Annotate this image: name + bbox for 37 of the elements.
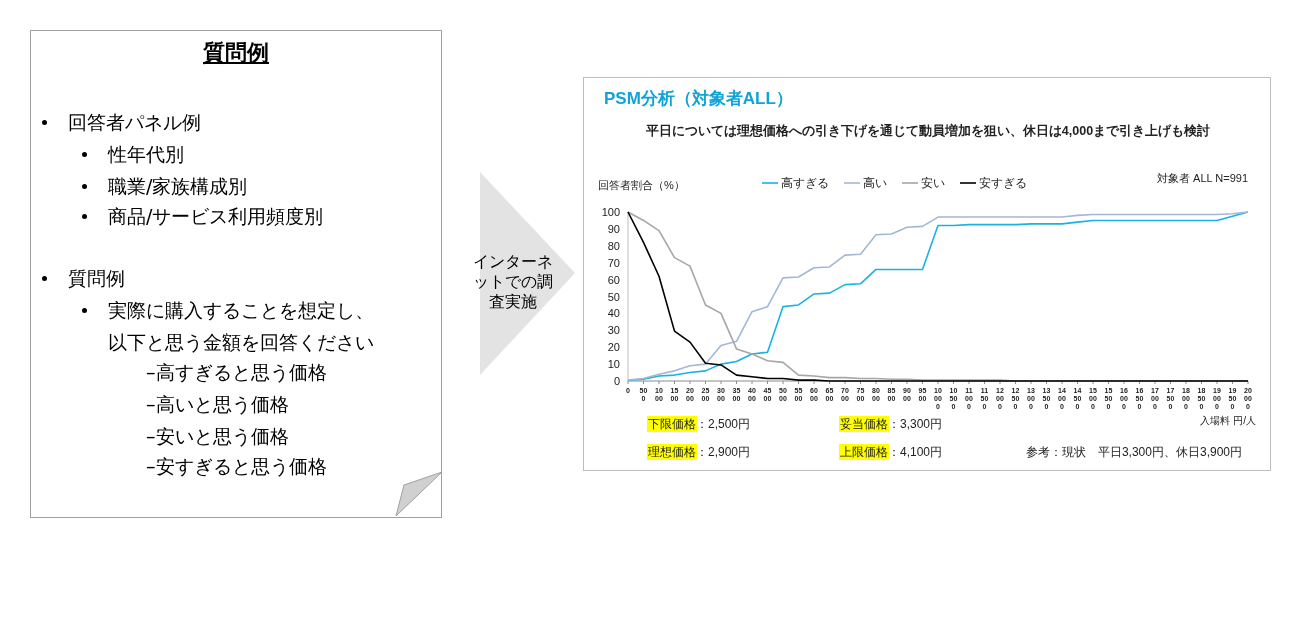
legend-label: 安すぎる [979,176,1027,190]
y-tick-label: 0 [613,375,620,387]
text: 下限価格：2,500円 [648,417,751,431]
y-tick-label: 20 [607,341,620,354]
text: 実際に購入することを想定し、以下と思う金額を回答ください [108,298,375,355]
text: –高すぎると思う価格 [146,360,328,385]
y-axis-title: 回答者割合（%） [598,179,685,191]
text: 上限価格：4,100円 [840,445,943,459]
text: 妥当価格：3,300円 [840,417,943,431]
text: 質問例 [202,39,270,67]
y-tick-label: 100 [601,206,620,218]
text: インターネットでの調査実施 [472,252,554,312]
chart-subtitle: 平日については理想価格への引き下げを通じて動員増加を狙い、休日は4,000まで引き上げも検討 [644,123,1211,138]
chart-title: PSM分析（対象者ALL） [604,89,793,108]
text: 回答者パネル例 [68,110,202,135]
y-tick-label: 10 [607,358,620,371]
text: –安すぎると思う価格 [146,454,328,479]
legend-label: 高い [863,176,887,190]
text: –高いと思う価格 [146,392,290,417]
text: 質問例 [68,266,126,291]
y-tick-label: 60 [607,273,620,286]
text: 参考：現状 平日3,300円、休日3,900円 [1025,445,1242,459]
text: 職業/家族構成別 [108,174,249,199]
text: 性年代別 [108,142,185,167]
y-tick-label: 80 [607,239,620,252]
y-tick-label: 90 [607,222,620,235]
text: 対象者 ALL N=991 [1157,172,1248,184]
text: –安いと思う価格 [146,424,290,449]
legend-label: 高すぎる [781,176,829,190]
legend-label: 安い [921,176,945,190]
text: 商品/サービス利用頻度別 [108,204,325,229]
y-tick-label: 70 [607,256,620,269]
y-tick-label: 40 [607,307,620,320]
y-tick-label: 50 [607,290,620,303]
text: 理想価格：2,900円 [648,445,751,459]
y-tick-label: 30 [607,324,620,337]
x-axis-title: 入場料 円/人 [1200,415,1256,426]
